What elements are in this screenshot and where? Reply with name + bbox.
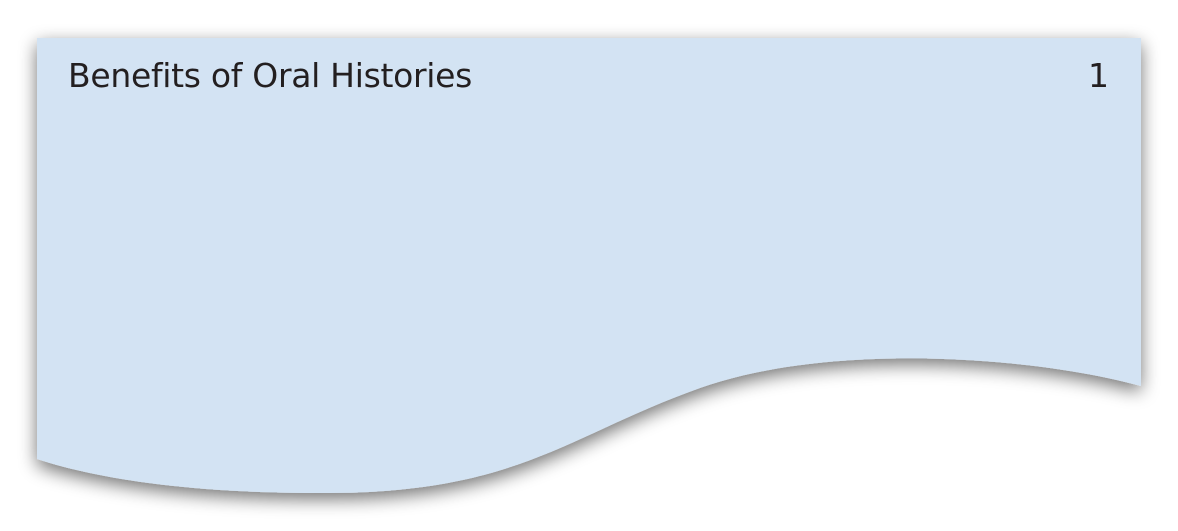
card-number: 1	[1088, 56, 1109, 95]
wavy-card-shape	[37, 38, 1141, 494]
card-title: Benefits of Oral Histories	[68, 56, 473, 95]
